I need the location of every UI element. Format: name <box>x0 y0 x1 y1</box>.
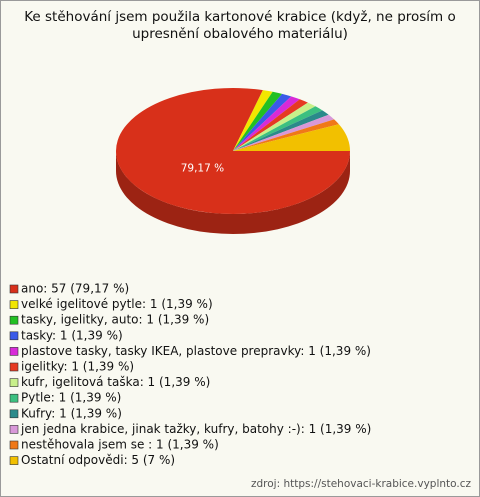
pie-slice <box>233 119 339 151</box>
legend-swatch <box>9 440 19 450</box>
legend-label: nestěhovala jsem se : 1 (1,39 %) <box>21 438 219 452</box>
pie-slice <box>233 99 308 151</box>
legend-label: tasky, igelitky, auto: 1 (1,39 %) <box>21 313 209 327</box>
legend-label: kufr, igelitová taška: 1 (1,39 %) <box>21 375 210 389</box>
legend-swatch <box>9 425 19 434</box>
legend-swatch <box>9 393 19 403</box>
legend-swatch <box>9 456 19 465</box>
chart-title: Ke stěhování jsem použila kartonové krab… <box>24 9 456 42</box>
legend-swatch <box>9 284 19 294</box>
legend-label: Ostatní odpovědi: 5 (7 %) <box>21 453 175 467</box>
legend-swatch <box>9 331 19 341</box>
pie-slice <box>233 93 292 151</box>
legend-swatch <box>9 300 19 309</box>
pie-slice <box>233 91 283 151</box>
legend-label: jen jedna krabice, jinak tažky, kufry, b… <box>20 422 371 436</box>
legend-label: igelitky: 1 (1,39 %) <box>21 360 134 374</box>
pie-slice <box>233 124 350 151</box>
legend-swatch <box>9 409 19 419</box>
legend-label: velké igelitové pytle: 1 (1,39 %) <box>21 297 213 311</box>
legend-label: Kufry: 1 (1,39 %) <box>21 406 122 420</box>
legend-swatch <box>9 378 19 387</box>
pie-slice <box>233 114 335 151</box>
pie-slice-side <box>116 151 350 234</box>
legend-swatch <box>9 315 19 325</box>
pie-slice <box>233 110 329 151</box>
pie-slice <box>233 102 316 151</box>
legend-label: plastove tasky, tasky IKEA, plastove pre… <box>21 344 371 358</box>
pie-slice <box>233 106 323 151</box>
legend-swatch <box>9 362 19 372</box>
legend-swatch <box>9 347 19 356</box>
source-note: zdroj: https://stehovaci-krabice.vyplnto… <box>251 478 471 490</box>
legend-label: ano: 57 (79,17 %) <box>21 282 129 296</box>
legend-label: Pytle: 1 (1,39 %) <box>21 391 121 405</box>
pie-slice <box>233 96 300 151</box>
slice-label: 79,17 % <box>181 162 224 174</box>
legend-label: tasky: 1 (1,39 %) <box>21 328 123 342</box>
pie-slice <box>233 90 273 151</box>
